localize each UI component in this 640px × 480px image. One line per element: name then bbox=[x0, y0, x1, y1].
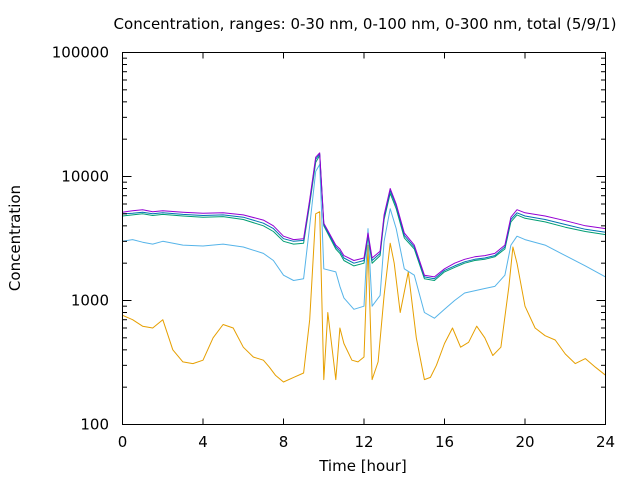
series-line-2 bbox=[122, 164, 606, 319]
plot-frame bbox=[122, 52, 606, 425]
x-tick-label: 8 bbox=[279, 433, 289, 451]
series-line-5 bbox=[122, 152, 606, 278]
y-tick-label: 100000 bbox=[52, 44, 109, 62]
series-layer bbox=[122, 152, 606, 383]
y-tick-label: 1000 bbox=[71, 292, 109, 310]
series-line-1 bbox=[122, 211, 606, 383]
x-tick-label: 20 bbox=[515, 433, 534, 451]
x-tick-label: 4 bbox=[198, 433, 208, 451]
chart-title: Concentration, ranges: 0-30 nm, 0-100 nm… bbox=[114, 15, 617, 33]
x-tick-label: 16 bbox=[435, 433, 454, 451]
series-line-3 bbox=[122, 154, 606, 281]
x-axis-label: Time [hour] bbox=[318, 457, 407, 475]
x-tick-label: 24 bbox=[596, 433, 615, 451]
x-tick-label: 0 bbox=[118, 433, 128, 451]
ticks-layer: 0 4 8 12 16 20 24 100 1000 10000 100000 bbox=[52, 44, 615, 452]
y-axis-label: Concentration bbox=[6, 185, 24, 291]
x-tick-label: 12 bbox=[354, 433, 373, 451]
y-tick-label: 100 bbox=[80, 416, 109, 434]
y-tick-label: 10000 bbox=[61, 168, 109, 186]
